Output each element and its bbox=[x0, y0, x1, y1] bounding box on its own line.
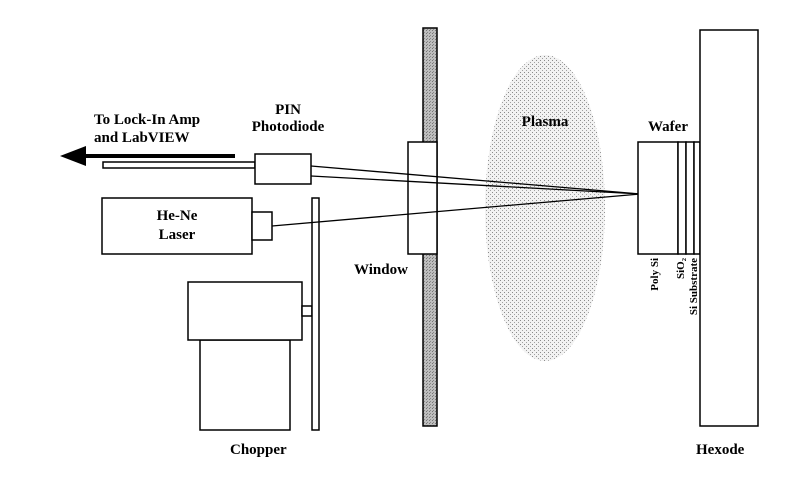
chopper bbox=[187, 197, 320, 431]
hexode bbox=[699, 29, 759, 427]
label-laser-line2: Laser bbox=[159, 227, 196, 243]
output-arrow bbox=[60, 146, 235, 166]
label-labview: and LabVIEW bbox=[94, 130, 189, 146]
label-chopper: Chopper bbox=[230, 442, 287, 458]
photodiode bbox=[254, 153, 312, 185]
label-laser-line1: He-Ne bbox=[157, 208, 198, 224]
label-pin: PIN bbox=[275, 102, 301, 118]
label-plasma: Plasma bbox=[522, 114, 569, 130]
label-wafer: Wafer bbox=[648, 119, 688, 135]
label-photodiode: Photodiode bbox=[252, 119, 325, 135]
label-lockin: To Lock-In Amp bbox=[94, 112, 200, 128]
label-sio2: SiO₂ bbox=[675, 257, 687, 279]
label-poly-si: Poly Si bbox=[649, 258, 661, 291]
chopper-blade bbox=[311, 197, 320, 431]
plasma bbox=[485, 55, 605, 361]
optical-fiber bbox=[102, 161, 256, 169]
he-ne-laser bbox=[101, 197, 273, 255]
label-si-substrate: Si Substrate bbox=[688, 258, 700, 315]
label-hexode: Hexode bbox=[696, 442, 745, 458]
wafer bbox=[637, 141, 701, 255]
window bbox=[407, 27, 438, 427]
label-window: Window bbox=[354, 262, 408, 278]
laser-beam bbox=[271, 165, 641, 227]
